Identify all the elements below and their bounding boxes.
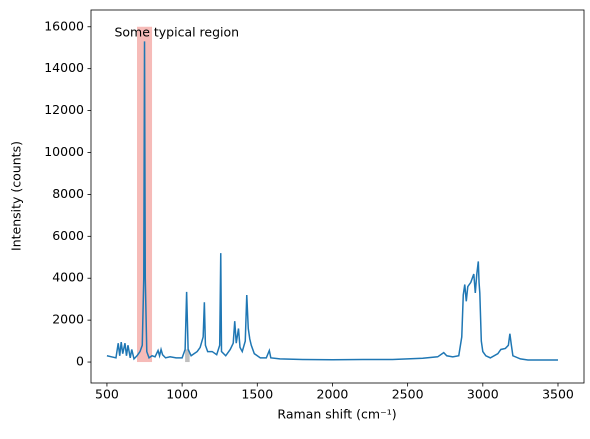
x-tick-label: 500 bbox=[95, 387, 119, 402]
y-tick-label: 10000 bbox=[44, 144, 84, 159]
y-tick-label: 4000 bbox=[52, 270, 84, 285]
y-tick-label: 2000 bbox=[52, 312, 84, 327]
y-axis-label: Intensity (counts) bbox=[9, 141, 24, 251]
plot-frame bbox=[90, 9, 585, 384]
y-tick-label: 12000 bbox=[44, 102, 84, 117]
x-tick-label: 2000 bbox=[317, 387, 349, 402]
spectrum-line bbox=[106, 41, 558, 361]
x-tick-label: 1500 bbox=[241, 387, 273, 402]
y-tick-label: 6000 bbox=[52, 228, 84, 243]
highlight-span bbox=[185, 349, 190, 363]
x-axis-label: Raman shift (cm⁻¹) bbox=[277, 407, 396, 422]
annotation: Some typical region bbox=[114, 25, 239, 40]
x-tick-label: 2500 bbox=[392, 387, 424, 402]
x-tick-label: 3500 bbox=[542, 387, 574, 402]
y-tick-label: 0 bbox=[76, 354, 84, 369]
x-tick-label: 3000 bbox=[467, 387, 499, 402]
y-tick-label: 8000 bbox=[52, 186, 84, 201]
x-tick-label: 1000 bbox=[166, 387, 198, 402]
y-tick-label: 16000 bbox=[44, 18, 84, 33]
y-tick-label: 14000 bbox=[44, 60, 84, 75]
